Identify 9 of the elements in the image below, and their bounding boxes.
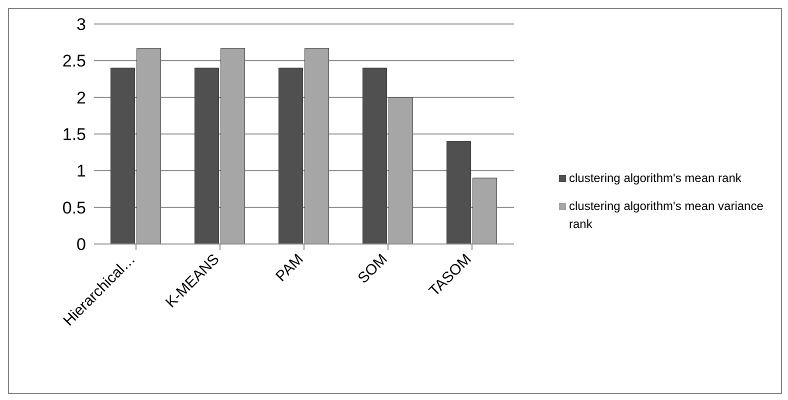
y-tick-label: 0.5 bbox=[62, 198, 86, 218]
y-tick-label: 2.5 bbox=[62, 52, 86, 71]
legend-label: clustering algorithm's mean rank bbox=[569, 170, 742, 187]
y-tick-label: 1.5 bbox=[62, 125, 86, 144]
y-tick-label: 2 bbox=[76, 88, 86, 108]
y-tick-label: 0 bbox=[76, 235, 86, 254]
y-tick-label: 1 bbox=[76, 162, 86, 181]
y-tick-label: 3 bbox=[76, 15, 86, 34]
legend-label: clustering algorithm's mean variance rank bbox=[569, 198, 764, 233]
